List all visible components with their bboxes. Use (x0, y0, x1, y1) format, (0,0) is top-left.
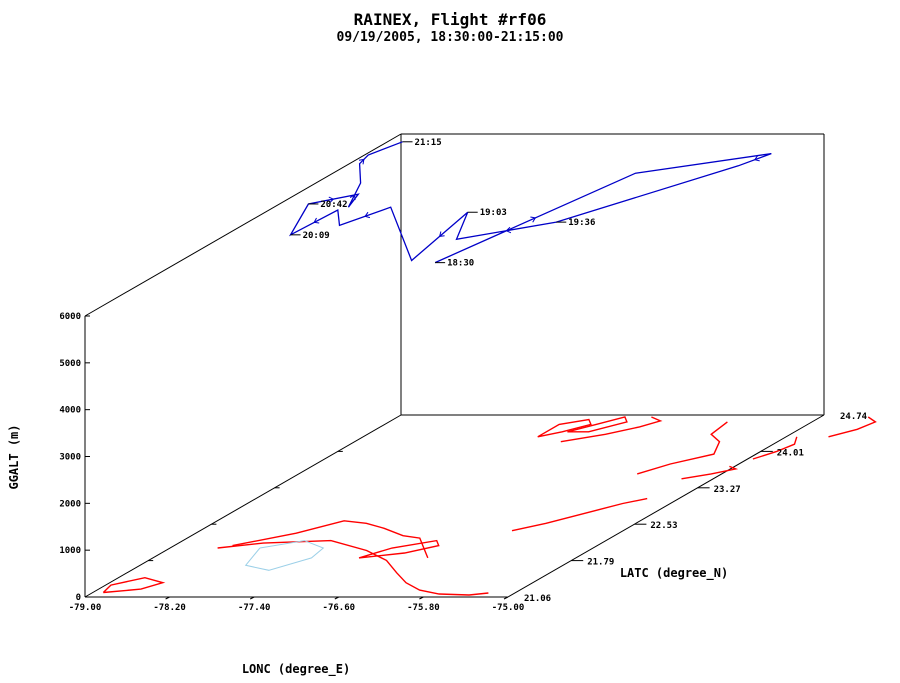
track-direction-arrow (530, 216, 537, 223)
time-label: 20:09 (303, 231, 330, 241)
time-label: 19:03 (480, 208, 507, 218)
coastline-segment (511, 497, 648, 532)
y-tick-label: 24.74 (840, 412, 868, 422)
coastline-segment (217, 539, 489, 596)
track-direction-arrow (349, 194, 356, 201)
z-tick-label: 6000 (59, 312, 81, 322)
coastline-segment (681, 465, 739, 480)
y-tick-label: 21.06 (524, 594, 551, 604)
track-direction-arrow (313, 217, 320, 224)
y-tick-label: 24.01 (777, 448, 804, 458)
coastline-segment (567, 416, 628, 433)
chart-subtitle: 09/19/2005, 18:30:00-21:15:00 (337, 30, 564, 45)
z-tick-label: 4000 (59, 406, 81, 416)
x-tick-label: -77.40 (238, 603, 271, 613)
x-tick-label: -78.20 (153, 603, 186, 613)
y-tick-label: 21.79 (587, 558, 614, 568)
z-tick-label: 3000 (59, 453, 81, 463)
z-tick-label: 5000 (59, 359, 81, 369)
coastline-segment (102, 576, 166, 594)
y-axis-line (507, 414, 825, 598)
z-tick-label: 2000 (59, 499, 81, 509)
coastline-segment (828, 416, 877, 438)
coastline-segment (358, 539, 440, 559)
z-tick-label: 0 (76, 593, 81, 603)
track-direction-arrow (364, 211, 371, 219)
x-tick-mark (419, 596, 424, 600)
coastline-segment (636, 421, 728, 475)
coastline-segment (560, 416, 663, 443)
x-tick-mark (165, 596, 170, 600)
coastline-segment (752, 436, 798, 460)
x-tick-label: -75.80 (407, 603, 440, 613)
y-tick-label: 22.53 (650, 521, 677, 531)
x-tick-mark (334, 596, 340, 600)
coastline-segment (537, 418, 592, 438)
x-axis-label: LONC (degree_E) (242, 662, 350, 677)
coastline-layer (102, 416, 877, 596)
z-tick-label: 1000 (59, 546, 81, 556)
track-direction-arrow (438, 231, 445, 237)
time-label: 21:15 (415, 138, 442, 148)
x-tick-label: -75.00 (492, 603, 525, 613)
axis-ticks-layer: -79.00 -78.20 -77.40 -76.60 -75.80 -75.0021.0… (59, 312, 867, 613)
chart-title: RAINEX, Flight #rf06 (354, 10, 547, 29)
x-tick-label: -76.60 (323, 603, 356, 613)
floor-back-edge (84, 414, 402, 598)
y-tick-label: 23.27 (714, 485, 741, 495)
time-label: 20:42 (320, 200, 347, 210)
top-back-edge (84, 133, 402, 317)
y-axis-label: LATC (degree_N) (620, 566, 728, 581)
plot-box-frame (84, 133, 825, 598)
track-direction-arrow (753, 155, 760, 162)
time-label: 18:30 (447, 259, 474, 269)
track-direction-arrow (328, 196, 335, 203)
flight-track-line (288, 141, 772, 264)
flight-track-layer (288, 141, 772, 264)
coastline-segment (232, 520, 429, 559)
lake-outline (244, 540, 325, 571)
x-tick-label: -79.00 (69, 603, 102, 613)
z-axis-label: GGALT (m) (7, 424, 21, 489)
track-direction-arrow (505, 226, 512, 234)
time-labels-layer: 21:15 18:30 19:36 20:09 20:42 19:03 (290, 138, 595, 269)
x-tick-mark (249, 596, 255, 600)
track-direction-arrow (358, 158, 365, 165)
time-label: 19:36 (568, 218, 595, 228)
x-tick-mark (503, 596, 509, 600)
